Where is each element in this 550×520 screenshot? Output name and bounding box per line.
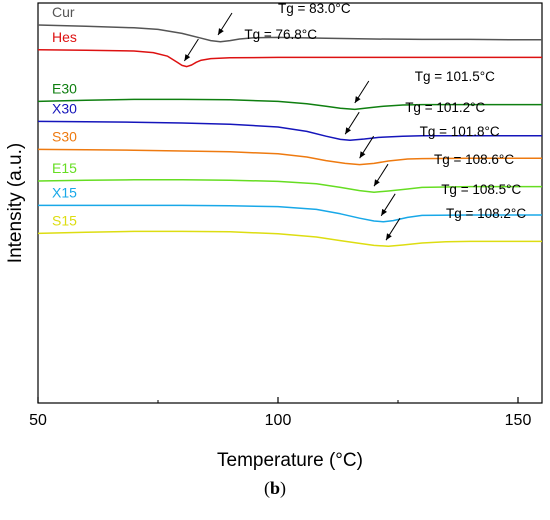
series-line-x30	[37, 120, 542, 141]
tg-label-x30: Tg = 101.2°C	[405, 100, 485, 115]
tg-arrow-head	[359, 151, 366, 159]
x-tick-label: 100	[265, 412, 292, 429]
series-line-s15	[37, 230, 542, 247]
tg-arrow-head	[381, 208, 387, 216]
tg-label-e15: Tg = 108.6°C	[434, 152, 514, 167]
tg-label-s30: Tg = 101.8°C	[420, 124, 500, 139]
series-label-s30: S30	[52, 128, 77, 144]
tg-arrow-head	[345, 127, 351, 135]
series-label-hes: Hes	[52, 29, 77, 45]
caption-letter: b	[269, 478, 280, 498]
caption-close-paren: )	[280, 478, 286, 498]
caption-open-paren: (	[263, 478, 270, 498]
series-label-e15: E15	[52, 160, 77, 176]
tg-arrow-head	[374, 179, 380, 187]
tg-label-s15: Tg = 108.2°C	[446, 206, 526, 221]
series-label-x30: X30	[52, 100, 77, 116]
x-axis-label: Temperature (°C)	[217, 450, 363, 471]
tg-arrow-head	[354, 96, 361, 103]
series-line-e30	[37, 98, 542, 111]
tg-label-x15: Tg = 108.5°C	[441, 182, 521, 197]
tg-arrow-head	[386, 233, 392, 241]
figure-caption: (b)	[0, 478, 550, 499]
plot-frame	[37, 2, 543, 404]
series-line-e15	[37, 179, 542, 193]
series-label-x15: X15	[52, 184, 77, 200]
series-line-s30	[37, 148, 542, 166]
tg-label-hes: Tg = 76.8°C	[244, 27, 317, 42]
series-layer: Cur Tg = 83.0°C Hes Tg = 76.8°C E30 Tg = 101.…	[37, 1, 542, 247]
tg-arrow-head	[184, 54, 191, 61]
series-label-s15: S15	[52, 212, 77, 228]
series-line-x15	[38, 204, 542, 223]
tg-arrow-head	[218, 28, 224, 35]
series-line-hes	[37, 49, 542, 68]
y-axis-label: Intensity (a.u.)	[5, 143, 26, 263]
series-line-cur	[37, 24, 542, 43]
tg-label-e30: Tg = 101.5°C	[415, 69, 495, 84]
x-tick-label: 50	[29, 412, 47, 429]
x-axis: 50 100 150	[29, 397, 531, 429]
series-label-cur: Cur	[52, 4, 75, 20]
series-label-e30: E30	[52, 80, 77, 96]
tg-label-cur: Tg = 83.0°C	[278, 1, 351, 16]
x-tick-label: 150	[505, 412, 532, 429]
